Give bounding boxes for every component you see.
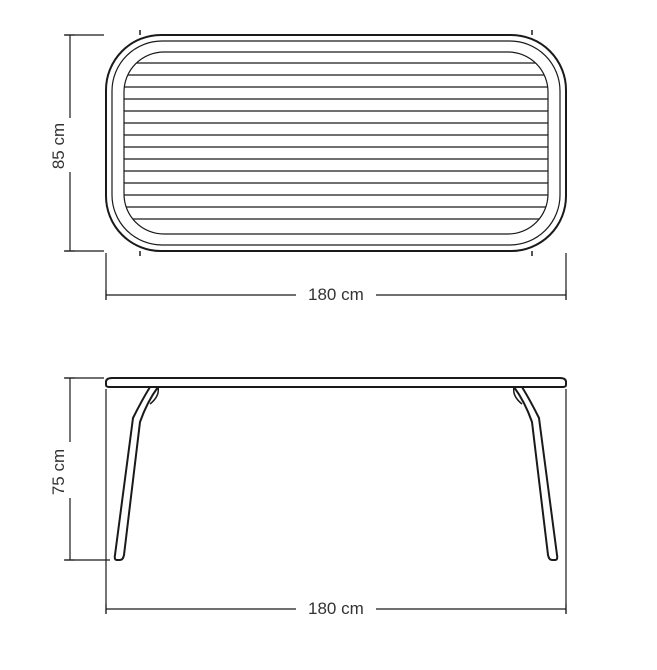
side-view-height-dimension xyxy=(64,378,110,560)
top-width-label: 180 cm xyxy=(308,285,364,305)
drawing-svg xyxy=(0,0,657,670)
diagram-canvas: 180 cm 85 cm 75 cm 180 cm xyxy=(0,0,657,670)
side-view-width-dimension xyxy=(106,389,566,614)
top-view-height-dimension xyxy=(64,35,104,251)
side-height-label: 75 cm xyxy=(49,449,69,495)
top-height-label: 85 cm xyxy=(49,123,69,169)
top-view xyxy=(106,30,566,256)
side-width-label: 180 cm xyxy=(308,599,364,619)
side-view xyxy=(106,378,566,560)
